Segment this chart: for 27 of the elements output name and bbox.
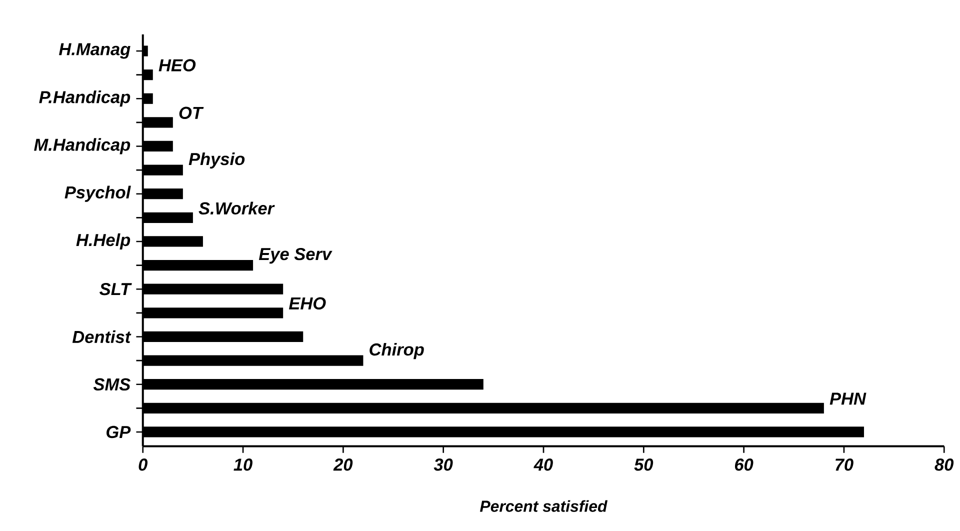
y-tick-label: Dentist — [72, 330, 132, 344]
x-axis-title: Percent satisfied — [480, 500, 608, 512]
x-tick-label: 80 — [934, 458, 954, 471]
x-tick-label: 40 — [534, 458, 553, 471]
y-tick-label: P.Handicap — [39, 90, 130, 107]
y-tick-label: GP — [106, 426, 131, 438]
y-tick-label: HEO — [158, 59, 196, 72]
y-tick-label: Chirop — [370, 342, 424, 360]
x-tick-label: 20 — [333, 458, 353, 471]
y-tick-label: PHN — [830, 392, 866, 405]
y-tick-label: H.Manag — [59, 43, 130, 59]
y-tick-label: Psychol — [64, 186, 131, 202]
y-tick-label: EHO — [288, 297, 326, 310]
x-tick-label: 0 — [138, 458, 148, 471]
y-tick-label: SLT — [100, 283, 132, 296]
y-tick-label: SMS — [93, 378, 130, 390]
y-tick-label: H.Help — [76, 233, 130, 250]
y-tick-label: Physio — [188, 152, 245, 169]
y-tick-label: S.Worker — [198, 202, 275, 214]
y-tick-label: M.Handicap — [34, 138, 130, 154]
x-tick-label: 70 — [836, 458, 854, 471]
x-tick-label: 30 — [434, 458, 453, 471]
x-tick-label: 60 — [735, 458, 754, 471]
x-tick-label: 10 — [234, 458, 252, 471]
y-tick-label: OT — [179, 106, 204, 120]
x-tick-label: 50 — [634, 458, 654, 471]
y-tick-label: Eye Serv — [258, 248, 332, 264]
